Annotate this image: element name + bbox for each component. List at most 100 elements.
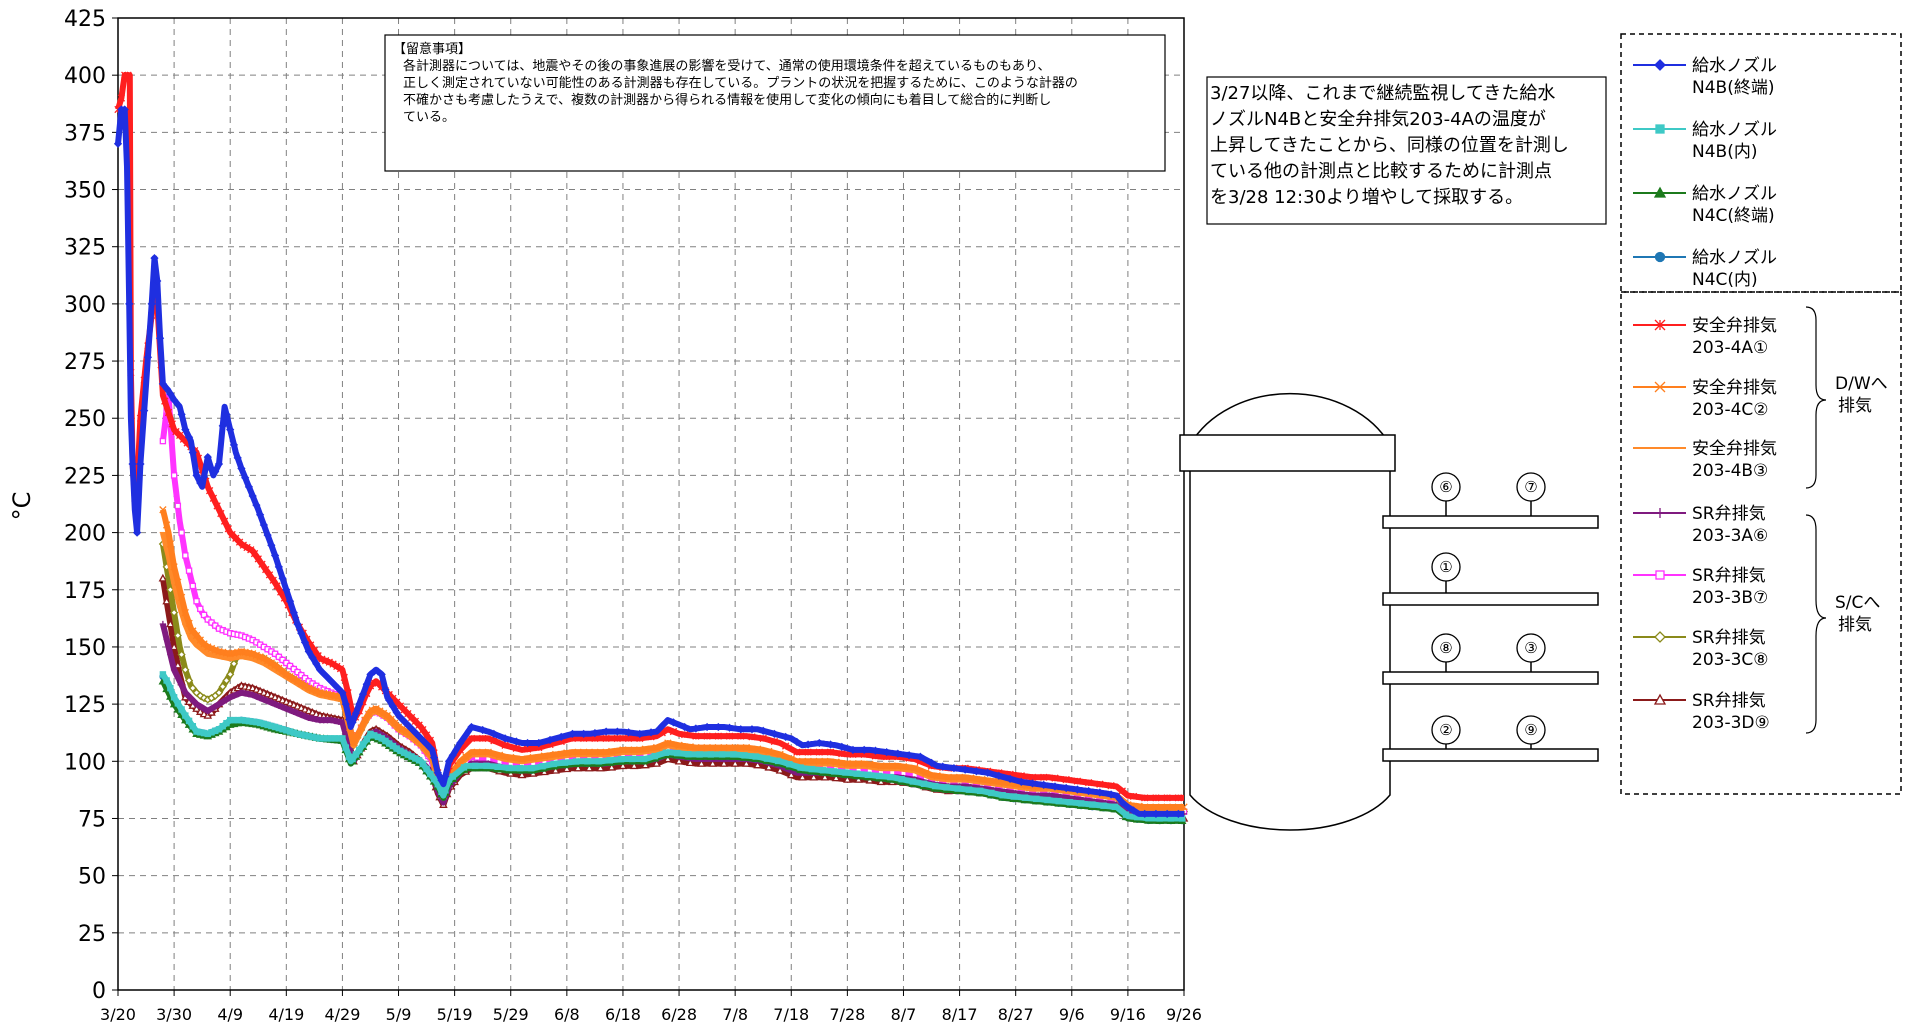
data-point: [331, 717, 339, 725]
data-point: [709, 743, 717, 752]
data-point: [702, 722, 712, 732]
data-point: [239, 541, 247, 549]
dw-brace: [1805, 306, 1827, 489]
data-point: [120, 105, 129, 114]
data-point: [1100, 802, 1107, 809]
data-point: [898, 775, 905, 783]
data-point: [786, 760, 793, 768]
data-point: [252, 651, 261, 659]
data-point: [204, 707, 211, 715]
data-point: [618, 761, 628, 770]
y-tick-label: 25: [78, 922, 106, 947]
data-point: [759, 734, 767, 743]
x-tick-label: 6/8: [554, 1005, 580, 1024]
data-point: [551, 750, 560, 759]
x-tick-label: 8/27: [998, 1005, 1034, 1024]
note-line-3: 不確かさも考慮したうえで、複数の計測器から得られる情報を使用して変化の傾向にも着…: [403, 92, 1051, 108]
data-point: [561, 759, 569, 766]
data-point: [433, 768, 442, 777]
y-tick-label: 375: [64, 121, 106, 146]
data-point: [207, 644, 216, 653]
data-point: [1152, 794, 1160, 802]
data-point: [348, 718, 357, 727]
data-point: [866, 760, 874, 769]
data-point: [725, 723, 734, 732]
grid: [118, 18, 1185, 990]
point-label: ⑧: [1439, 639, 1452, 657]
legend-label: 給水ノズル: [1692, 120, 1777, 140]
data-point: [630, 746, 638, 754]
data-point: [562, 764, 572, 773]
x-tick-label: 9/16: [1110, 1005, 1146, 1024]
data-point: [462, 753, 470, 761]
data-point: [182, 552, 189, 559]
x-tick-label: 5/29: [493, 1005, 529, 1024]
data-point: [540, 752, 549, 760]
data-point: [573, 763, 583, 772]
data-point: [279, 703, 286, 711]
legend-sublabel: 203-4B③: [1692, 461, 1768, 481]
data-point: [685, 758, 695, 767]
legend-sublabel: 203-3B⑦: [1692, 588, 1768, 608]
legend-box-bottom: [1620, 291, 1902, 795]
sc-brace: [1805, 514, 1827, 734]
data-point: [685, 751, 692, 758]
data-point: [1654, 631, 1666, 643]
data-point: [339, 735, 346, 742]
y-tick-label: 125: [64, 693, 106, 718]
data-point: [781, 732, 790, 742]
legend-label: 安全弁排気: [1692, 378, 1777, 398]
data-point: [1157, 803, 1166, 811]
data-point: [196, 691, 205, 700]
data-point: [529, 753, 537, 762]
series-4: [114, 71, 1186, 802]
x-tick-label: 5/9: [386, 1005, 412, 1024]
legend-label: 給水ノズル: [1692, 184, 1777, 204]
data-point: [1653, 693, 1667, 705]
x-axis: 3/20 3/30 4/9 4/19 4/29 5/9 5/19 5/29 6/8 6/18 6/2…: [100, 990, 1202, 1024]
data-point: [471, 762, 479, 770]
data-point: [652, 743, 661, 752]
data-point: [696, 751, 703, 758]
point-circle: [1516, 633, 1546, 663]
data-point: [349, 739, 358, 747]
data-point: [267, 659, 276, 667]
data-point: [244, 482, 254, 491]
data-point: [286, 673, 294, 681]
data-point: [329, 660, 337, 668]
data-point: [976, 787, 984, 795]
legend-sublabel: 203-4C②: [1692, 400, 1769, 420]
data-point: [584, 763, 594, 772]
data-point: [1654, 59, 1666, 71]
data-point: [810, 757, 818, 765]
data-point: [159, 620, 167, 628]
data-point: [613, 734, 621, 743]
data-point: [396, 713, 405, 722]
data-point: [837, 742, 846, 751]
data-point: [731, 743, 739, 752]
data-point: [159, 671, 167, 678]
series-9: [158, 539, 1189, 816]
data-point: [241, 690, 249, 697]
data-point: [422, 740, 431, 749]
data-point: [196, 478, 205, 488]
data-point: [601, 727, 611, 736]
data-point: [312, 659, 321, 668]
legend-item: 安全弁排気203-4C②: [1633, 378, 1777, 420]
data-point: [136, 459, 145, 469]
data-point: [770, 729, 779, 738]
point-label: ③: [1524, 639, 1537, 657]
data-point: [1010, 793, 1018, 800]
data-point: [226, 670, 235, 679]
data-point: [140, 406, 149, 415]
data-point: [238, 689, 245, 696]
data-point: [669, 727, 678, 736]
point-label: ①: [1439, 558, 1452, 576]
data-point: [422, 731, 431, 739]
series-1: [159, 671, 1186, 822]
data-point: [213, 502, 221, 510]
data-point: [199, 693, 209, 703]
